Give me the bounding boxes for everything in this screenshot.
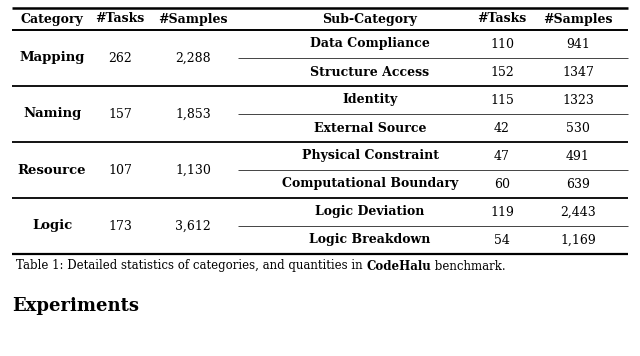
Text: 1,169: 1,169 [560, 234, 596, 246]
Text: 1323: 1323 [562, 94, 594, 106]
Text: Sub-Category: Sub-Category [323, 12, 417, 26]
Text: #Samples: #Samples [158, 12, 228, 26]
Text: 1,853: 1,853 [175, 108, 211, 120]
Text: Computational Boundary: Computational Boundary [282, 178, 458, 190]
Text: 639: 639 [566, 178, 590, 190]
Text: 110: 110 [490, 37, 514, 51]
Text: 173: 173 [108, 220, 132, 232]
Text: Naming: Naming [23, 108, 81, 120]
Text: 491: 491 [566, 150, 590, 162]
Text: 152: 152 [490, 66, 514, 79]
Text: #Tasks: #Tasks [477, 12, 527, 26]
Text: 107: 107 [108, 163, 132, 177]
Text: 2,443: 2,443 [560, 205, 596, 219]
Text: 3,612: 3,612 [175, 220, 211, 232]
Text: External Source: External Source [314, 121, 426, 135]
Text: #Tasks: #Tasks [95, 12, 145, 26]
Text: 262: 262 [108, 52, 132, 64]
Text: 1,130: 1,130 [175, 163, 211, 177]
Text: 47: 47 [494, 150, 510, 162]
Text: 157: 157 [108, 108, 132, 120]
Text: 530: 530 [566, 121, 590, 135]
Text: Logic Breakdown: Logic Breakdown [309, 234, 431, 246]
Text: Logic Deviation: Logic Deviation [316, 205, 425, 219]
Text: #Samples: #Samples [543, 12, 612, 26]
Text: 1347: 1347 [562, 66, 594, 79]
Text: benchmark.: benchmark. [431, 260, 506, 272]
Text: Physical Constraint: Physical Constraint [301, 150, 438, 162]
Text: CodeHalu: CodeHalu [366, 260, 431, 272]
Text: 42: 42 [494, 121, 510, 135]
Text: Category: Category [20, 12, 83, 26]
Text: 60: 60 [494, 178, 510, 190]
Text: Table 1: Detailed statistics of categories, and quantities in: Table 1: Detailed statistics of categori… [16, 260, 366, 272]
Text: Data Compliance: Data Compliance [310, 37, 430, 51]
Text: Experiments: Experiments [12, 297, 139, 315]
Text: 119: 119 [490, 205, 514, 219]
Text: 54: 54 [494, 234, 510, 246]
Text: Resource: Resource [18, 163, 86, 177]
Text: Mapping: Mapping [19, 52, 84, 64]
Text: Identity: Identity [342, 94, 397, 106]
Text: 115: 115 [490, 94, 514, 106]
Text: Logic: Logic [32, 220, 72, 232]
Text: 2,288: 2,288 [175, 52, 211, 64]
Text: 941: 941 [566, 37, 590, 51]
Text: Structure Access: Structure Access [310, 66, 429, 79]
